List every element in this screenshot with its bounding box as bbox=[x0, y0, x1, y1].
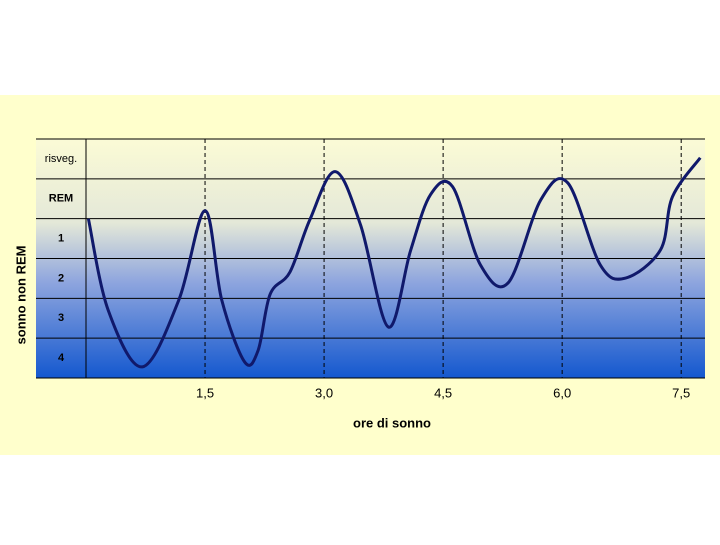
x-tick-label: 1,5 bbox=[196, 385, 214, 400]
sleep-curve bbox=[86, 156, 702, 369]
x-tick-label: 7,5 bbox=[672, 385, 690, 400]
y-axis-title: sonno non REM bbox=[13, 246, 28, 345]
y-tick-label: 3 bbox=[58, 312, 64, 324]
y-tick-label: 4 bbox=[58, 352, 65, 364]
y-tick-label: REM bbox=[49, 193, 73, 205]
y-tick-label: 2 bbox=[58, 272, 64, 284]
x-tick-label: 3,0 bbox=[315, 385, 333, 400]
x-tick-label: 6,0 bbox=[553, 385, 571, 400]
y-tick-label: risveg. bbox=[45, 153, 77, 165]
y-tick-label: 1 bbox=[58, 232, 64, 244]
x-axis-title: ore di sonno bbox=[353, 415, 431, 430]
x-tick-label: 4,5 bbox=[434, 385, 452, 400]
